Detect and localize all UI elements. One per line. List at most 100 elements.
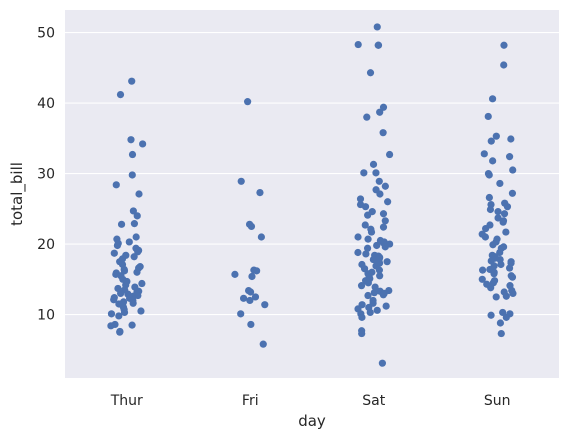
plot-area [65,10,559,378]
data-point [139,140,147,148]
data-point [128,171,136,179]
data-point [507,135,515,143]
data-points [107,23,517,367]
data-point [509,289,517,298]
data-point [486,205,495,214]
data-point [363,113,371,121]
data-point [376,272,384,280]
data-point [248,272,256,281]
data-point [480,150,488,158]
data-point [386,150,394,159]
data-point [358,329,366,338]
data-point [502,292,510,300]
y-tick-label: 50 [37,26,55,42]
data-point [479,266,487,274]
data-point [509,166,517,174]
x-tick-label: Thur [110,393,143,409]
data-point [247,222,256,231]
data-point [375,266,383,274]
data-point [357,282,366,290]
y-tick-label: 20 [37,237,55,253]
data-point [244,98,252,106]
data-point [128,150,137,159]
x-tick-label: Sat [362,393,385,409]
data-point [360,169,368,177]
data-point [129,299,137,307]
data-point [379,291,387,299]
data-point [107,310,116,318]
data-point [370,289,378,297]
data-point [376,108,384,116]
y-tick-label: 10 [37,308,55,324]
data-point [366,308,374,317]
data-point [373,241,381,250]
y-axis-label: total_bill [8,162,27,226]
data-point [128,321,136,329]
y-tick-label: 30 [37,167,55,183]
data-point [246,288,255,296]
data-point [502,228,510,236]
data-point [132,233,140,241]
data-point [129,207,137,215]
data-point [366,69,375,77]
data-point [381,217,389,225]
data-point [373,306,381,314]
data-point [376,190,384,198]
data-point [356,195,365,203]
data-point [500,41,508,49]
data-point [371,283,379,291]
data-point [489,241,497,249]
data-point [508,189,517,197]
data-point [502,313,510,321]
data-point [500,61,508,69]
data-point [373,23,381,31]
data-point [500,210,509,218]
data-point [485,193,493,202]
data-point [135,190,143,198]
data-point [494,208,502,216]
data-point [231,270,239,278]
data-point [133,268,141,276]
data-point [378,359,386,367]
data-point [489,157,497,165]
data-point [354,40,362,49]
data-point [499,218,507,226]
data-point [384,198,392,206]
data-point [492,132,500,140]
data-point [381,182,389,190]
data-point [375,177,383,185]
data-point [110,296,118,304]
data-point [488,95,497,103]
data-point [372,169,380,177]
data-point [237,177,245,185]
data-point [497,329,505,338]
data-point [247,320,255,329]
data-point [497,260,505,269]
x-axis-label: day [298,412,326,430]
data-point [484,112,492,121]
data-point [354,233,362,241]
data-point [363,244,372,252]
data-point [364,279,372,287]
data-point [505,264,514,272]
data-point [487,284,495,292]
data-point [134,248,142,256]
data-point [481,233,490,241]
data-point [490,270,498,278]
data-point [251,293,260,301]
data-point [237,310,245,318]
gridlines [65,31,559,316]
data-point [127,136,135,144]
data-point [133,212,141,220]
y-tick-labels: 10 20 30 40 50 [37,26,55,324]
data-point [257,233,265,241]
data-point [478,275,486,283]
data-point [239,294,248,302]
data-point [113,241,122,250]
data-point [261,301,269,309]
data-point [130,220,139,228]
data-point [381,243,389,251]
data-point [246,296,254,305]
data-point [361,203,370,211]
